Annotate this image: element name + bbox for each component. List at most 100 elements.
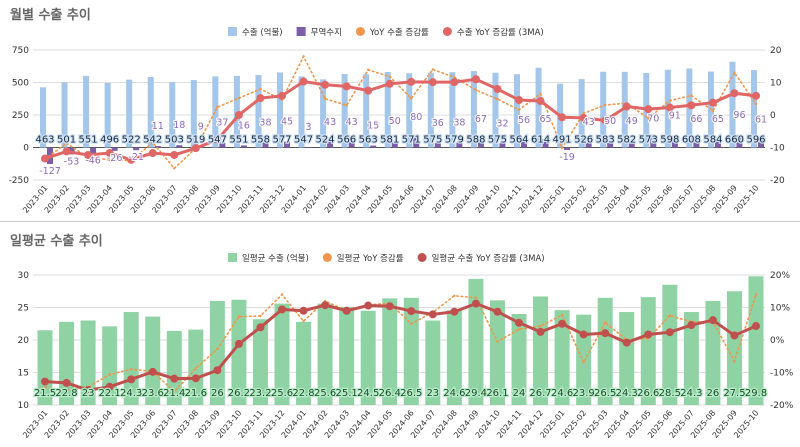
bar-primary bbox=[126, 79, 133, 148]
yoy-3ma-point bbox=[644, 330, 653, 339]
yoy-3ma-point bbox=[687, 321, 696, 330]
yoy-point bbox=[302, 55, 305, 58]
bar-secondary bbox=[240, 145, 247, 148]
bar-value-label: 25.6 bbox=[271, 388, 293, 399]
bar-secondary bbox=[607, 141, 614, 148]
export-value-label: 566 bbox=[337, 135, 356, 146]
export-value-label: 608 bbox=[682, 135, 701, 146]
yoy-point bbox=[474, 296, 478, 299]
bar-secondary bbox=[521, 140, 527, 148]
bar-value-label: 23 bbox=[82, 388, 95, 399]
yoy-3ma-point bbox=[515, 318, 523, 327]
divider bbox=[0, 221, 800, 222]
bar-primary bbox=[212, 76, 219, 148]
export-value-label: 584 bbox=[703, 135, 722, 146]
export-value-label: 503 bbox=[165, 135, 184, 146]
bar-secondary bbox=[391, 141, 398, 148]
export-value-label: 577 bbox=[272, 135, 291, 146]
y-tick-label: 10 bbox=[18, 401, 30, 411]
yoy-point bbox=[151, 141, 154, 144]
yoy-point bbox=[65, 388, 68, 392]
daily-export-chart: 1015202530-20%-10%0%10%20%2023-012023-02… bbox=[18, 253, 794, 440]
export-value-label: 551 bbox=[79, 135, 98, 146]
yoy-3ma-point bbox=[385, 79, 394, 88]
bar-primary bbox=[231, 299, 247, 405]
trade-balance-label: 37 bbox=[216, 118, 228, 129]
y2-tick-label: -20% bbox=[770, 401, 794, 411]
trade-balance-label: 91 bbox=[669, 111, 681, 122]
export-value-label: 547 bbox=[208, 135, 227, 146]
yoy-3ma-point bbox=[256, 94, 265, 103]
bar-secondary bbox=[714, 139, 721, 148]
yoy-3ma-point bbox=[41, 377, 49, 386]
yoy-point bbox=[237, 96, 241, 100]
yoy-point bbox=[410, 322, 413, 325]
yoy-3ma-point bbox=[105, 382, 114, 391]
bar-primary bbox=[209, 301, 225, 405]
yoy-point bbox=[668, 99, 672, 102]
chart-title-monthly: 월별 수출 추이 bbox=[10, 8, 91, 23]
yoy-3ma-point bbox=[622, 338, 631, 347]
bar-primary bbox=[406, 73, 413, 148]
bar-value-label: 26.7 bbox=[529, 388, 551, 399]
y2-tick-label: 20 bbox=[770, 46, 782, 56]
yoy-3ma-point bbox=[665, 103, 674, 112]
bar-value-label: 26.1 bbox=[486, 388, 508, 399]
yoy-3ma-point bbox=[364, 301, 373, 310]
bar-value-label: 26.6 bbox=[637, 388, 659, 399]
yoy-3ma-point bbox=[558, 319, 567, 328]
yoy-3ma-point bbox=[84, 150, 93, 159]
trade-balance-label: 43 bbox=[346, 117, 358, 128]
y-tick-label: 250 bbox=[12, 111, 29, 121]
trade-balance-label: 16 bbox=[238, 120, 250, 131]
yoy-point bbox=[539, 92, 542, 96]
bar-secondary bbox=[176, 145, 183, 148]
yoy-3ma-point bbox=[299, 306, 308, 315]
bar-value-label: 23 bbox=[426, 388, 439, 399]
trade-balance-label: 65 bbox=[712, 114, 724, 125]
export-value-label: 588 bbox=[466, 135, 485, 146]
yoy-3ma-point bbox=[170, 150, 179, 159]
y2-tick-label: 10 bbox=[770, 79, 782, 89]
bar-primary bbox=[339, 306, 355, 405]
y-tick-label: -250 bbox=[9, 176, 30, 186]
export-value-label: 563 bbox=[359, 135, 378, 146]
legend-label: 일평균 수출 YoY 증감률 (3MA) bbox=[432, 253, 545, 264]
legend-label: 일평균 YoY 증감률 bbox=[337, 253, 404, 264]
yoy-point bbox=[582, 361, 585, 364]
bar-secondary bbox=[262, 142, 269, 148]
bar-primary bbox=[446, 310, 462, 405]
yoy-3ma-point bbox=[730, 89, 739, 98]
bar-secondary bbox=[693, 138, 700, 148]
legend-swatch bbox=[417, 253, 427, 262]
trade-balance-label: 50 bbox=[604, 116, 616, 127]
export-value-label: 558 bbox=[251, 135, 270, 146]
bar-primary bbox=[492, 72, 499, 148]
yoy-3ma-point bbox=[708, 98, 717, 107]
yoy-3ma-point bbox=[234, 339, 243, 348]
trade-balance-label: -26 bbox=[107, 153, 123, 164]
yoy-3ma-point bbox=[148, 149, 157, 158]
y2-tick-label: 0% bbox=[770, 336, 785, 346]
bar-value-label: 24.3 bbox=[616, 388, 638, 399]
bar-primary bbox=[40, 87, 46, 148]
yoy-point bbox=[216, 347, 219, 351]
export-value-label: 463 bbox=[35, 135, 54, 146]
bar-secondary bbox=[564, 147, 571, 150]
bar-primary bbox=[640, 297, 656, 405]
bar-value-label: 26.5 bbox=[594, 388, 616, 399]
y2-tick-label: 10% bbox=[770, 304, 790, 314]
legend-swatch bbox=[228, 253, 237, 262]
trade-balance-label: 38 bbox=[453, 118, 465, 129]
bar-secondary bbox=[348, 141, 355, 148]
bar-primary bbox=[190, 80, 197, 148]
export-value-label: 614 bbox=[531, 135, 550, 146]
yoy-3ma-point bbox=[579, 330, 588, 339]
bar-secondary bbox=[758, 139, 764, 148]
yoy-3ma-point bbox=[213, 135, 222, 144]
yoy-3ma-point bbox=[601, 329, 610, 338]
export-value-label: 522 bbox=[122, 135, 141, 146]
bar-primary bbox=[83, 75, 90, 148]
yoy-3ma-point bbox=[536, 97, 545, 106]
trade-balance-label: -46 bbox=[85, 155, 101, 166]
